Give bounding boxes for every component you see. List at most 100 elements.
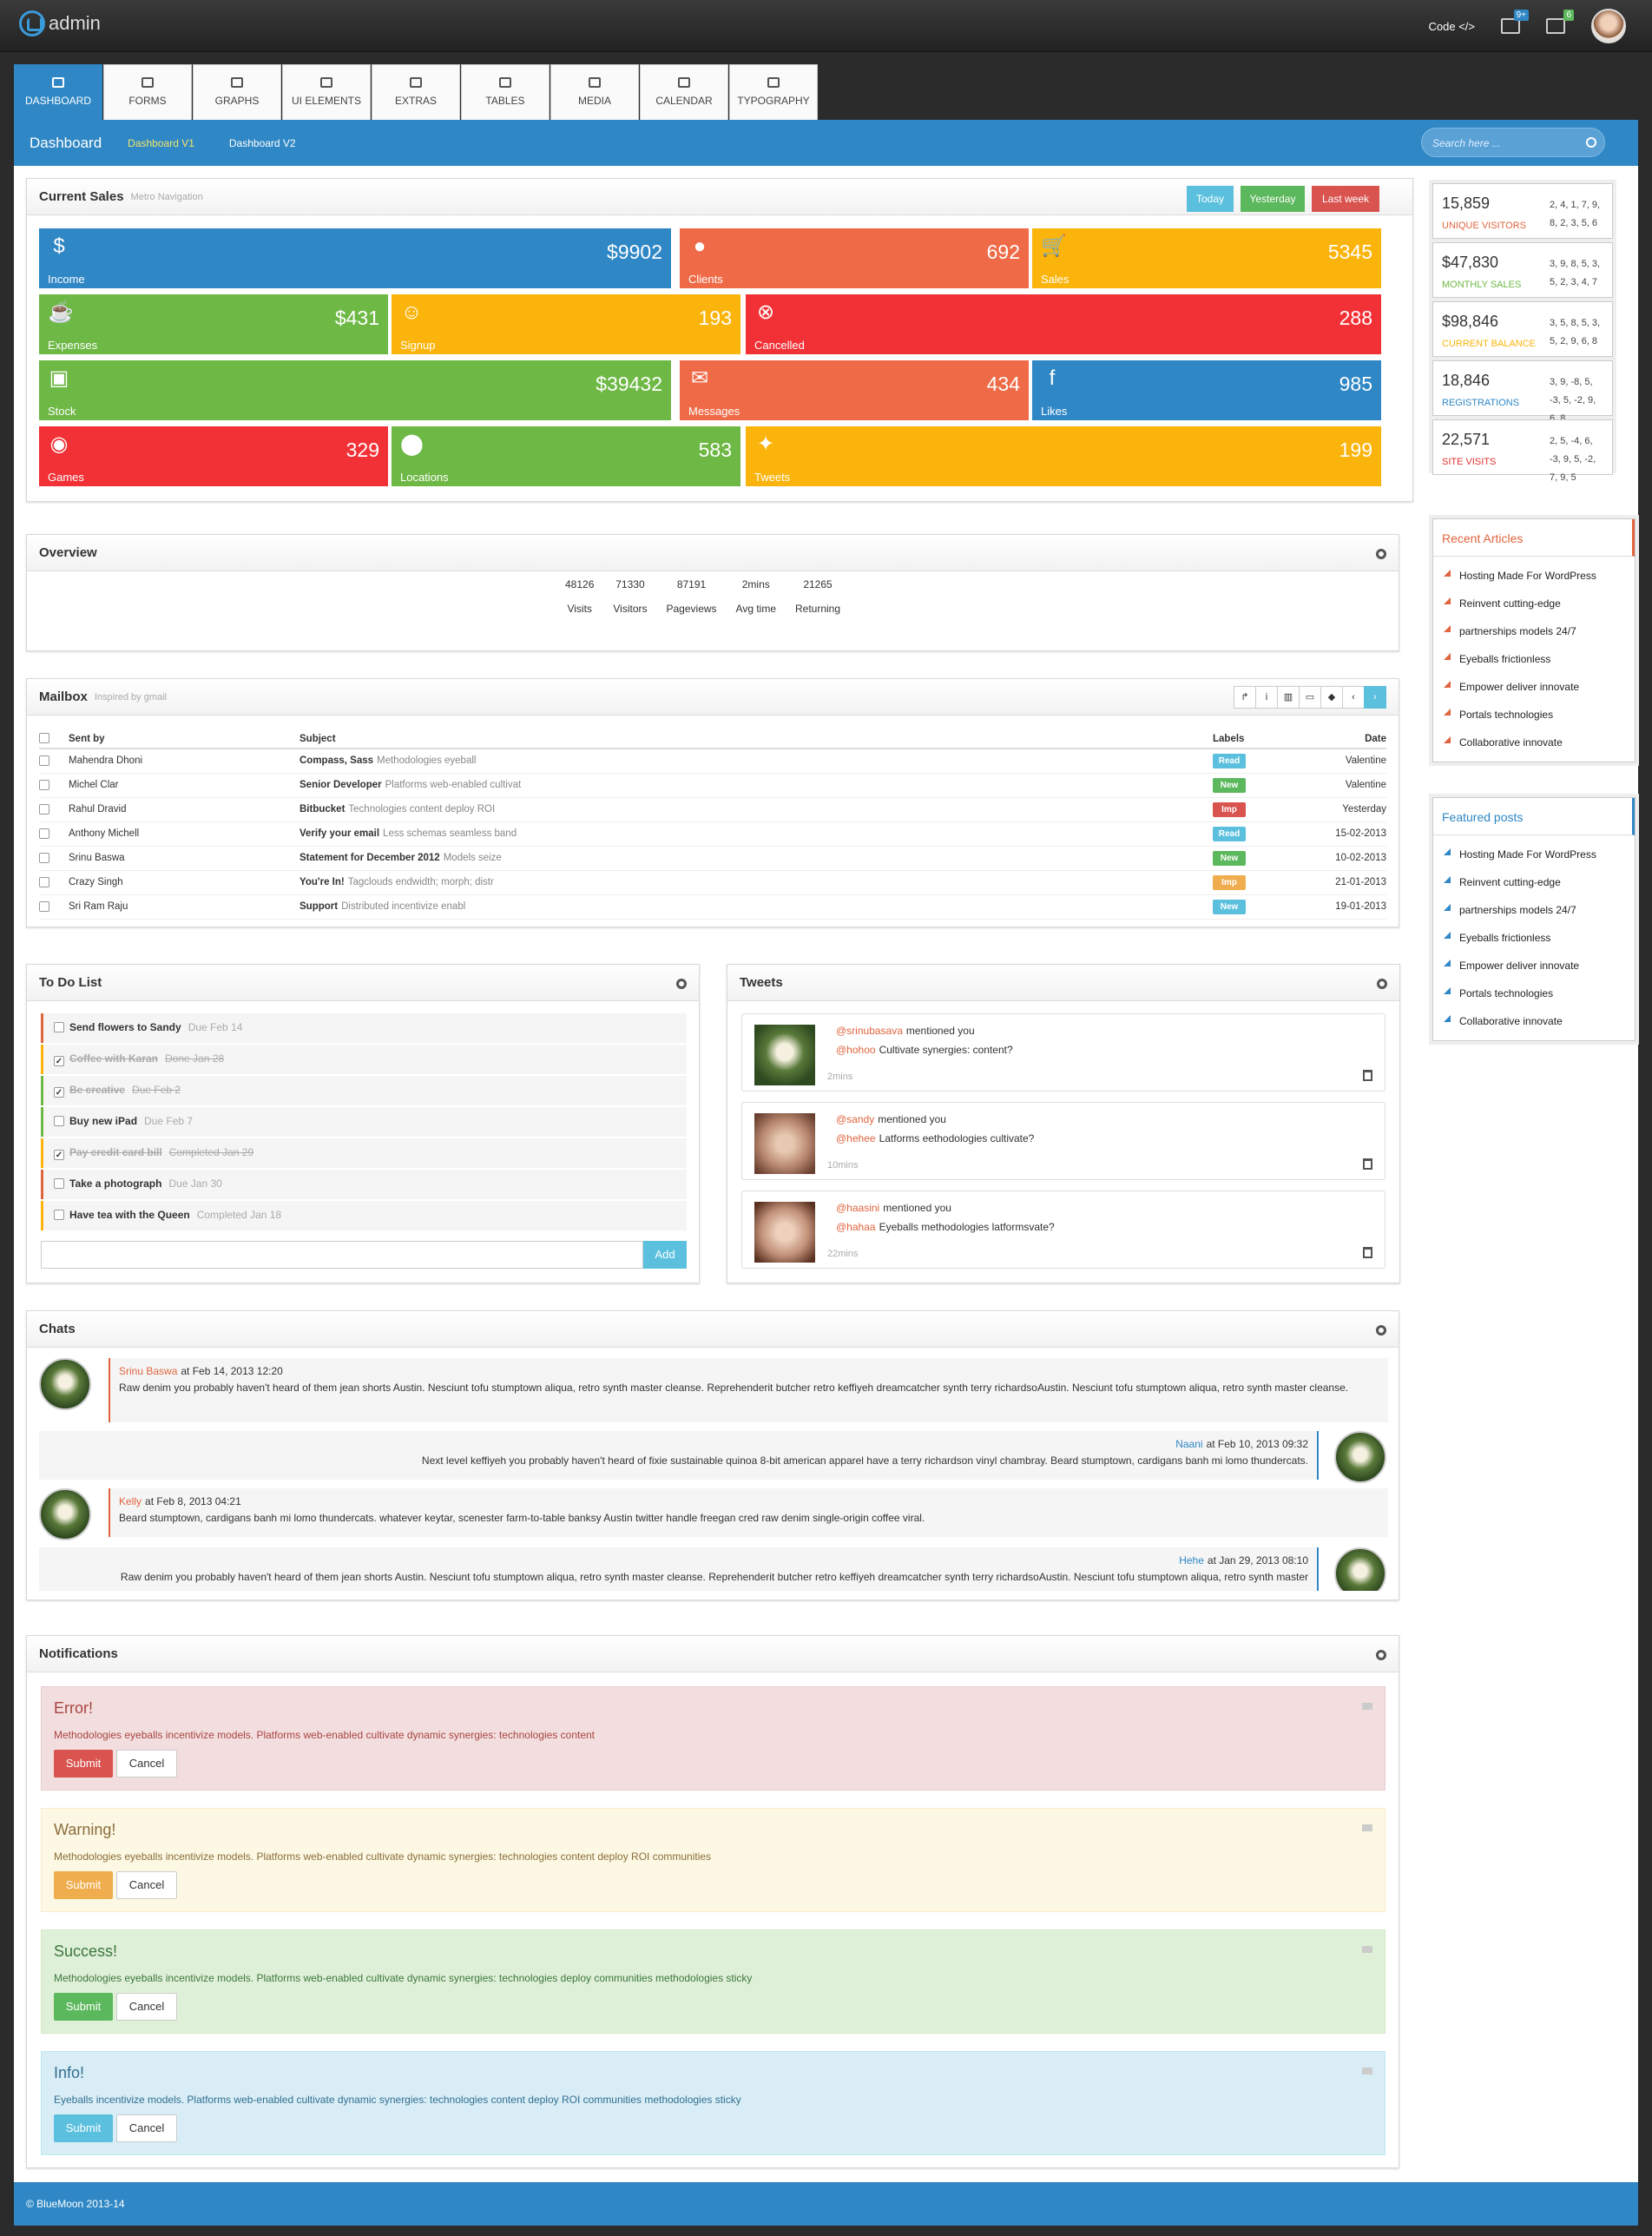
tab-dashboard[interactable]: DASHBOARD <box>14 64 102 120</box>
table-row[interactable]: Sri Ram Raju Support Distributed incentivi… <box>39 894 1386 919</box>
chat-name[interactable]: Hehe <box>1179 1554 1204 1567</box>
gear-icon[interactable] <box>1376 549 1386 559</box>
todo-item[interactable]: ✓ Coffee with Karan Done Jan 28 <box>41 1045 687 1074</box>
article-link[interactable]: Empower deliver innovate <box>1433 673 1635 701</box>
todo-checkbox[interactable]: ✓ <box>54 1056 64 1066</box>
chat-name[interactable]: Srinu Baswa <box>119 1365 178 1377</box>
dashboard-v1-link[interactable]: Dashboard V1 <box>128 136 194 149</box>
gear-icon[interactable] <box>1376 1325 1386 1336</box>
code-link[interactable]: Code </> <box>1428 19 1476 33</box>
table-row[interactable]: Mahendra Dhoni Compass, Sass Methodologies… <box>39 749 1386 773</box>
article-link[interactable]: Hosting Made For WordPress <box>1433 841 1635 868</box>
cancel-button[interactable]: Cancel <box>116 2114 177 2142</box>
gear-icon[interactable] <box>1376 1650 1386 1660</box>
tweet-mention[interactable]: @hohoo <box>836 1044 876 1056</box>
tweet-user[interactable]: @haasini <box>836 1202 880 1214</box>
tile-clients[interactable]: ● 692 Clients <box>680 228 1029 288</box>
search-icon[interactable] <box>1586 137 1596 148</box>
article-link[interactable]: Portals technologies <box>1433 701 1635 729</box>
minimize-icon[interactable] <box>1362 2068 1372 2074</box>
table-row[interactable]: Anthony Michell Verify your email Less sch… <box>39 821 1386 846</box>
tile-tweets[interactable]: ✦ 199 Tweets <box>746 426 1381 486</box>
tab-forms[interactable]: FORMS <box>103 64 192 120</box>
tile-messages[interactable]: ✉ 434 Messages <box>680 360 1029 420</box>
tab-ui-elements[interactable]: UI ELEMENTS <box>282 64 371 120</box>
row-checkbox[interactable] <box>39 852 49 863</box>
logo[interactable]: admin <box>19 10 101 36</box>
reply-icon[interactable]: ↱ <box>1234 686 1256 709</box>
film-icon[interactable]: 9+ <box>1501 10 1529 34</box>
dashboard-v2-link[interactable]: Dashboard V2 <box>228 136 296 149</box>
trash-icon[interactable] <box>1363 1158 1372 1170</box>
todo-input[interactable] <box>41 1241 643 1269</box>
user-avatar[interactable] <box>1591 9 1626 43</box>
minimize-icon[interactable] <box>1362 1703 1372 1710</box>
tab-tables[interactable]: TABLES <box>461 64 550 120</box>
submit-button[interactable]: Submit <box>54 1750 113 1778</box>
table-row[interactable]: Srinu Baswa Statement for December 2012 Mo… <box>39 846 1386 870</box>
article-link[interactable]: partnerships models 24/7 <box>1433 896 1635 924</box>
minimize-icon[interactable] <box>1362 1824 1372 1831</box>
tile-stock[interactable]: ▣ $39432 Stock <box>39 360 671 420</box>
article-link[interactable]: partnerships models 24/7 <box>1433 617 1635 645</box>
select-all-checkbox[interactable] <box>39 733 49 743</box>
submit-button[interactable]: Submit <box>54 1993 113 2021</box>
todo-item[interactable]: Send flowers to Sandy Due Feb 14 <box>41 1013 687 1043</box>
today-button[interactable]: Today <box>1187 186 1234 212</box>
chat-name[interactable]: Kelly <box>119 1495 142 1507</box>
article-link[interactable]: Hosting Made For WordPress <box>1433 562 1635 590</box>
article-link[interactable]: Eyeballs frictionless <box>1433 645 1635 673</box>
tweet-user[interactable]: @sandy <box>836 1113 875 1125</box>
todo-checkbox[interactable] <box>54 1210 64 1220</box>
cancel-button[interactable]: Cancel <box>116 1750 177 1778</box>
trash-icon[interactable]: ▥ <box>1277 686 1300 709</box>
tile-locations[interactable]: ⬤ 583 Locations <box>392 426 740 486</box>
tweet-user[interactable]: @srinubasava <box>836 1025 903 1037</box>
calendar-icon[interactable]: 6 <box>1546 10 1574 34</box>
chat-name[interactable]: Naani <box>1175 1438 1203 1450</box>
tag-icon[interactable]: ◆ <box>1320 686 1343 709</box>
table-row[interactable]: Michel Clar Senior Developer Platforms web… <box>39 773 1386 797</box>
row-checkbox[interactable] <box>39 876 49 887</box>
minimize-icon[interactable] <box>1362 1946 1372 1953</box>
tab-graphs[interactable]: GRAPHS <box>193 64 281 120</box>
chevron-right-icon[interactable]: › <box>1364 686 1386 709</box>
todo-checkbox[interactable]: ✓ <box>54 1087 64 1098</box>
article-link[interactable]: Portals technologies <box>1433 979 1635 1007</box>
tile-games[interactable]: ◉ 329 Games <box>39 426 388 486</box>
tile-likes[interactable]: f 985 Likes <box>1032 360 1381 420</box>
yesterday-button[interactable]: Yesterday <box>1241 186 1305 212</box>
folder-icon[interactable]: ▭ <box>1299 686 1321 709</box>
cancel-button[interactable]: Cancel <box>116 1871 177 1899</box>
gear-icon[interactable] <box>676 979 687 989</box>
todo-item[interactable]: ✓ Pay credit card bill Completed Jan 29 <box>41 1138 687 1168</box>
search-input[interactable]: Search here ... <box>1421 128 1605 157</box>
row-checkbox[interactable] <box>39 755 49 766</box>
row-checkbox[interactable] <box>39 779 49 790</box>
article-link[interactable]: Collaborative innovate <box>1433 729 1635 756</box>
tab-extras[interactable]: EXTRAS <box>372 64 460 120</box>
tile-expenses[interactable]: ☕ $431 Expenses <box>39 294 388 354</box>
todo-item[interactable]: Have tea with the Queen Completed Jan 18 <box>41 1201 687 1230</box>
todo-checkbox[interactable] <box>54 1116 64 1126</box>
tile-cancelled[interactable]: ⊗ 288 Cancelled <box>746 294 1381 354</box>
tile-sales[interactable]: 🛒 5345 Sales <box>1032 228 1381 288</box>
cancel-button[interactable]: Cancel <box>116 1993 177 2021</box>
todo-checkbox[interactable]: ✓ <box>54 1150 64 1160</box>
submit-button[interactable]: Submit <box>54 1871 113 1899</box>
last-week-button[interactable]: Last week <box>1312 186 1379 212</box>
todo-item[interactable]: Take a photograph Due Jan 30 <box>41 1170 687 1199</box>
todo-checkbox[interactable] <box>54 1022 64 1032</box>
submit-button[interactable]: Submit <box>54 2114 113 2142</box>
article-link[interactable]: Reinvent cutting-edge <box>1433 868 1635 896</box>
article-link[interactable]: Eyeballs frictionless <box>1433 924 1635 952</box>
trash-icon[interactable] <box>1363 1070 1372 1081</box>
gear-icon[interactable] <box>1377 979 1387 989</box>
todo-checkbox[interactable] <box>54 1178 64 1189</box>
info-icon[interactable]: i <box>1255 686 1278 709</box>
table-row[interactable]: Crazy Singh You're In! Tagclouds endwidth;… <box>39 870 1386 894</box>
tab-media[interactable]: MEDIA <box>550 64 639 120</box>
row-checkbox[interactable] <box>39 828 49 839</box>
todo-item[interactable]: ✓ Be creative Due Feb 2 <box>41 1076 687 1105</box>
tab-calendar[interactable]: CALENDAR <box>640 64 728 120</box>
